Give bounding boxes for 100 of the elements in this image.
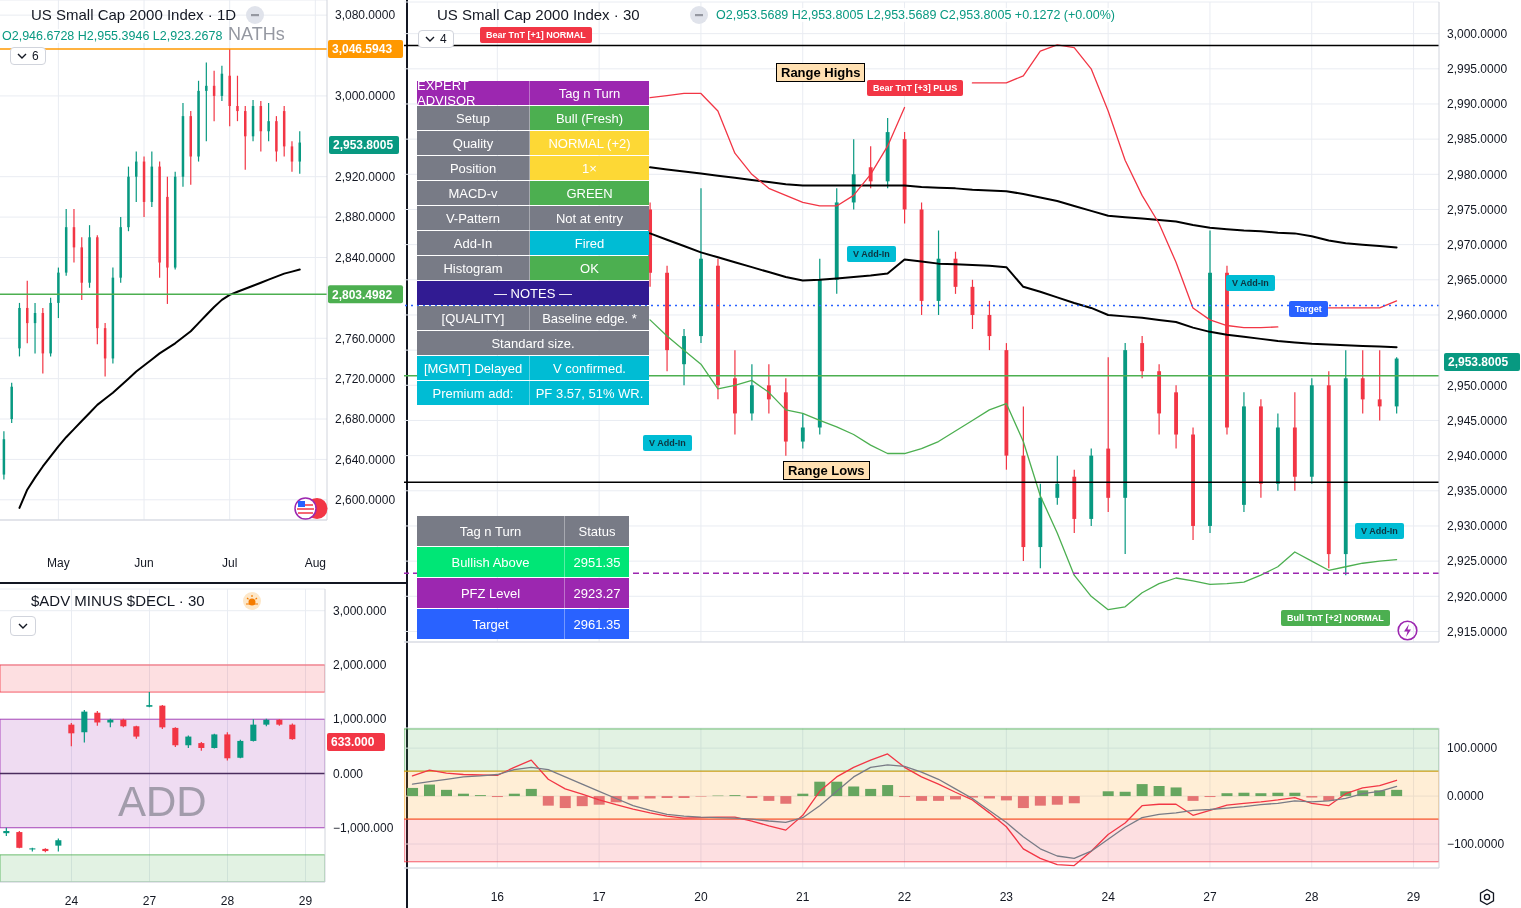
text: Standard size. xyxy=(491,335,575,351)
x-tick-label: 28 xyxy=(1305,889,1319,904)
text: Not at entry xyxy=(555,210,624,226)
text: 2961.35 xyxy=(573,616,621,632)
chart-title: $ADV MINUS $DECL · 30 xyxy=(31,592,205,609)
y-tick-label: 0.0000 xyxy=(1447,789,1485,804)
candlestick xyxy=(135,150,138,203)
text: OK xyxy=(580,260,599,276)
bar xyxy=(865,788,877,797)
annotation: 6 xyxy=(32,49,39,63)
y-tick-label: 2,945.0000 xyxy=(1447,413,1508,428)
candlestick xyxy=(766,363,771,415)
bar xyxy=(1068,796,1080,804)
y-tick-label: 3,000.000 xyxy=(333,603,387,618)
y-tick-label: −1,000.000 xyxy=(333,821,394,835)
x-tick-label: May xyxy=(47,555,70,570)
bar xyxy=(1136,784,1148,797)
bar xyxy=(407,787,419,797)
y-tick-label: 2,720.0000 xyxy=(335,371,396,386)
x-tick-label: Jun xyxy=(134,555,154,570)
y-tick-label: 2,995.0000 xyxy=(1447,62,1508,77)
annotation: V Add-In xyxy=(1226,275,1275,291)
text: Bullish Above xyxy=(451,554,530,570)
text: Histogram xyxy=(443,260,503,276)
candlestick xyxy=(800,412,805,450)
y-tick-label: 2,920.0000 xyxy=(1447,589,1508,604)
y-tick-label: 2,000.000 xyxy=(333,658,387,673)
text: Status xyxy=(578,523,616,539)
text: EXPERT ADVISOR xyxy=(417,78,476,108)
bar xyxy=(882,785,894,797)
x-tick-label: 16 xyxy=(490,889,505,904)
x-tick-label: 23 xyxy=(999,889,1014,904)
annotation: ADD xyxy=(118,778,207,826)
y-tick-label: 2,965.0000 xyxy=(1447,273,1508,288)
bar xyxy=(1000,796,1012,801)
y-tick-label: 2,680.0000 xyxy=(335,412,396,427)
x-tick-label: 17 xyxy=(592,889,607,904)
x-tick-label: Aug xyxy=(304,555,326,570)
text: 633.000 xyxy=(327,733,385,751)
y-tick-label: 1,000.000 xyxy=(333,712,387,727)
y-tick-label: 2,935.0000 xyxy=(1447,484,1508,499)
y-tick-label: 2,920.0000 xyxy=(335,169,396,184)
text: Add-In xyxy=(453,235,493,251)
y-tick-label: 3,000.0000 xyxy=(1447,26,1508,41)
text: Bull (Fresh) xyxy=(555,110,624,126)
x-tick-label: 27 xyxy=(1203,889,1217,904)
x-tick-label: Jul xyxy=(222,555,238,570)
text: 2923.27 xyxy=(573,585,621,601)
y-tick-label: 3,080.0000 xyxy=(335,8,396,23)
y-tick-label: −100.0000 xyxy=(1447,837,1505,852)
bar xyxy=(576,796,588,807)
text: O2,946.6728 H2,955.3946 L2,923.2678 xyxy=(2,29,223,43)
candlestick xyxy=(127,166,130,232)
y-tick-label: 2,600.0000 xyxy=(335,493,396,508)
text: GREEN xyxy=(566,185,613,201)
line-series xyxy=(649,232,1398,349)
bar xyxy=(1153,786,1165,797)
text: Fired xyxy=(574,235,605,251)
text: NORMAL (+2) xyxy=(548,135,631,151)
y-tick-label: 2,980.0000 xyxy=(1447,167,1508,182)
text: Target xyxy=(472,616,509,632)
text: Quality xyxy=(452,135,494,151)
candlestick xyxy=(88,224,91,289)
x-tick-label: 20 xyxy=(694,889,708,904)
ref-line-label: 3,046.5943 xyxy=(332,42,393,57)
y-tick-label: 2,975.0000 xyxy=(1447,202,1508,217)
candlestick xyxy=(1377,349,1382,422)
chart-title: US Small Cap 2000 Index · 30 xyxy=(437,6,640,23)
y-tick-label: 0.000 xyxy=(333,766,364,781)
y-tick-label: 2,990.0000 xyxy=(1447,97,1508,112)
x-tick-label: 27 xyxy=(142,893,157,908)
text: MACD-v xyxy=(448,185,498,201)
y-tick-label: 2,940.0000 xyxy=(1447,448,1508,463)
annotation: Target xyxy=(1289,301,1328,317)
bar xyxy=(1391,789,1403,797)
y-tick-label: 2,950.0000 xyxy=(1447,378,1508,393)
candlestick xyxy=(18,302,21,358)
bar xyxy=(440,789,452,797)
text: Setup xyxy=(456,110,490,126)
text: Position xyxy=(449,160,497,176)
candlestick xyxy=(172,726,179,748)
bar xyxy=(542,796,554,806)
bar xyxy=(1221,793,1233,797)
line-series xyxy=(411,764,1398,860)
bar xyxy=(1170,787,1182,797)
bar xyxy=(1034,796,1046,806)
candlestick xyxy=(267,102,270,142)
line-series xyxy=(411,753,1398,867)
annotation: Range Lows xyxy=(783,461,870,480)
annotation: Bear TnT [+3] PLUS xyxy=(867,80,964,96)
text: Premium add: xyxy=(432,385,514,401)
candlestick xyxy=(205,62,208,142)
y-tick-label: 2,930.0000 xyxy=(1447,519,1508,534)
y-tick-label: 2,985.0000 xyxy=(1447,132,1508,147)
bar xyxy=(1051,796,1063,805)
bar xyxy=(1119,791,1131,797)
candlestick xyxy=(236,75,239,122)
candlestick xyxy=(1055,455,1060,506)
bar xyxy=(1255,793,1267,797)
bar xyxy=(1102,791,1114,797)
